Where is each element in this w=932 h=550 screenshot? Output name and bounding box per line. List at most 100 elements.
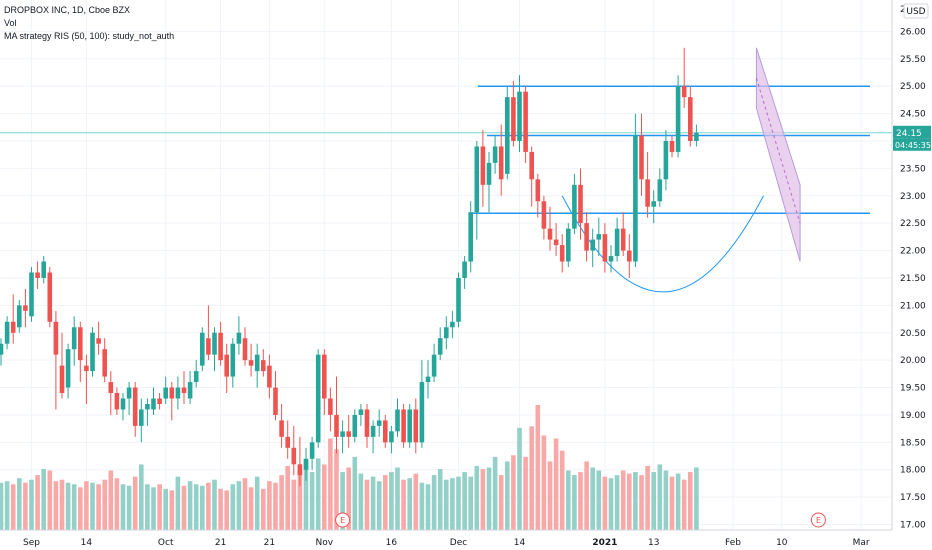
candle-body bbox=[328, 398, 333, 415]
earnings-marker-label: E bbox=[340, 516, 345, 525]
volume-bar bbox=[547, 461, 553, 530]
candle-body bbox=[41, 261, 46, 278]
volume-bar bbox=[224, 490, 229, 530]
volume-bar bbox=[261, 488, 266, 530]
volume-bar bbox=[242, 478, 248, 530]
volume-bar bbox=[383, 475, 388, 530]
volume-bar bbox=[431, 475, 437, 530]
price-axis[interactable]: 17.00 17.50 18.00 18.50 19.00 19.50 20.00 20.50… bbox=[891, 0, 932, 550]
candle-body bbox=[596, 234, 602, 240]
candle-body bbox=[529, 151, 534, 180]
volume-bar bbox=[584, 461, 589, 530]
volume-bar bbox=[694, 467, 699, 530]
candle-body bbox=[669, 140, 675, 152]
candle-body bbox=[200, 332, 205, 366]
candle-body bbox=[236, 332, 242, 344]
volume-bar bbox=[248, 487, 254, 530]
chart-patterns bbox=[561, 47, 801, 293]
volume-bar bbox=[328, 438, 333, 530]
volume-bar bbox=[505, 461, 510, 530]
volume-bar bbox=[352, 456, 358, 530]
candle-body bbox=[358, 409, 364, 415]
volume-bar bbox=[688, 472, 693, 530]
volume-bar bbox=[639, 475, 644, 530]
candle-body bbox=[175, 387, 181, 399]
volume-bar bbox=[78, 487, 83, 530]
channel-midline bbox=[755, 77, 801, 224]
candle-body bbox=[53, 321, 59, 355]
volume-bar bbox=[407, 478, 412, 530]
price-tick-label: 19.50 bbox=[900, 384, 926, 394]
volume-bar bbox=[29, 479, 34, 530]
volume-bar bbox=[657, 464, 663, 530]
volume-bar bbox=[315, 458, 321, 530]
volume-bar bbox=[145, 484, 150, 530]
volume-bar bbox=[23, 482, 28, 530]
volume-bar bbox=[303, 459, 309, 530]
price-tick-label: 17.00 bbox=[900, 521, 926, 531]
price-tick-label: 26.00 bbox=[900, 27, 926, 37]
candle-body bbox=[541, 201, 547, 229]
candle-body bbox=[437, 338, 443, 355]
time-tick-label: Sep bbox=[23, 538, 40, 548]
volume-bar bbox=[59, 479, 65, 530]
candle-body bbox=[523, 91, 528, 152]
candle-body bbox=[181, 387, 187, 394]
volume-bar bbox=[126, 485, 132, 530]
candle-body bbox=[352, 414, 358, 437]
volume-bar bbox=[200, 485, 205, 530]
countdown-badge bbox=[893, 138, 931, 151]
candle-body bbox=[675, 86, 681, 152]
candle-body bbox=[291, 447, 297, 465]
candle-body bbox=[383, 420, 388, 443]
volume-bar bbox=[120, 484, 126, 530]
volume-bar bbox=[346, 467, 351, 530]
volume-bar bbox=[254, 476, 260, 530]
volume-bar bbox=[236, 481, 242, 530]
chart-legend: DROPBOX INC, 1D, Cboe BZX Vol MA strateg… bbox=[4, 4, 174, 43]
volume-bar bbox=[645, 465, 650, 530]
candle-body bbox=[511, 97, 516, 141]
candle-body bbox=[108, 382, 114, 394]
candle-body bbox=[151, 398, 156, 410]
candle-body bbox=[29, 272, 34, 317]
volume-bar bbox=[230, 484, 236, 530]
volume-bar bbox=[456, 476, 461, 530]
candle-body bbox=[230, 343, 236, 377]
time-tick-label: Dec bbox=[450, 538, 467, 548]
candle-body bbox=[505, 97, 510, 174]
candle-body bbox=[535, 179, 541, 202]
strategy-legend[interactable]: MA strategy RIS (50, 100): study_not_aut… bbox=[4, 31, 175, 41]
volume-bar bbox=[401, 479, 406, 530]
volume-bar bbox=[578, 472, 583, 530]
candles bbox=[0, 47, 699, 487]
candle-body bbox=[65, 349, 71, 388]
volume-bar bbox=[462, 472, 467, 530]
candle-body bbox=[614, 228, 620, 257]
volume-bar bbox=[425, 484, 431, 530]
symbol-title[interactable]: DROPBOX INC, 1D, Cboe BZX bbox=[4, 5, 131, 15]
volume-bar bbox=[0, 482, 4, 530]
candle-body bbox=[267, 365, 272, 388]
volume-bar bbox=[572, 475, 577, 530]
volume-bars bbox=[0, 405, 699, 530]
price-tick-label: 21.50 bbox=[900, 274, 926, 284]
candle-body bbox=[17, 305, 22, 328]
volume-bar bbox=[376, 481, 382, 530]
candle-body bbox=[78, 327, 83, 361]
time-tick-label: Nov bbox=[316, 538, 334, 548]
volume-bar bbox=[596, 470, 602, 530]
price-tick-label: 22.50 bbox=[900, 219, 926, 229]
price-tick-label: 22.00 bbox=[900, 247, 926, 257]
volume-bar bbox=[175, 476, 181, 530]
candle-body bbox=[389, 431, 394, 443]
time-axis[interactable]: Sep 14 Oct 21 21 Nov 16 Dec 14 2021 13 Feb 10 Mar bbox=[0, 529, 892, 548]
candle-body bbox=[566, 228, 571, 262]
price-tick-label: 24.50 bbox=[900, 110, 926, 120]
chart-grid bbox=[0, 0, 892, 530]
volume-legend[interactable]: Vol bbox=[4, 18, 17, 28]
candle-body bbox=[572, 184, 577, 229]
volume-bar bbox=[663, 470, 669, 530]
